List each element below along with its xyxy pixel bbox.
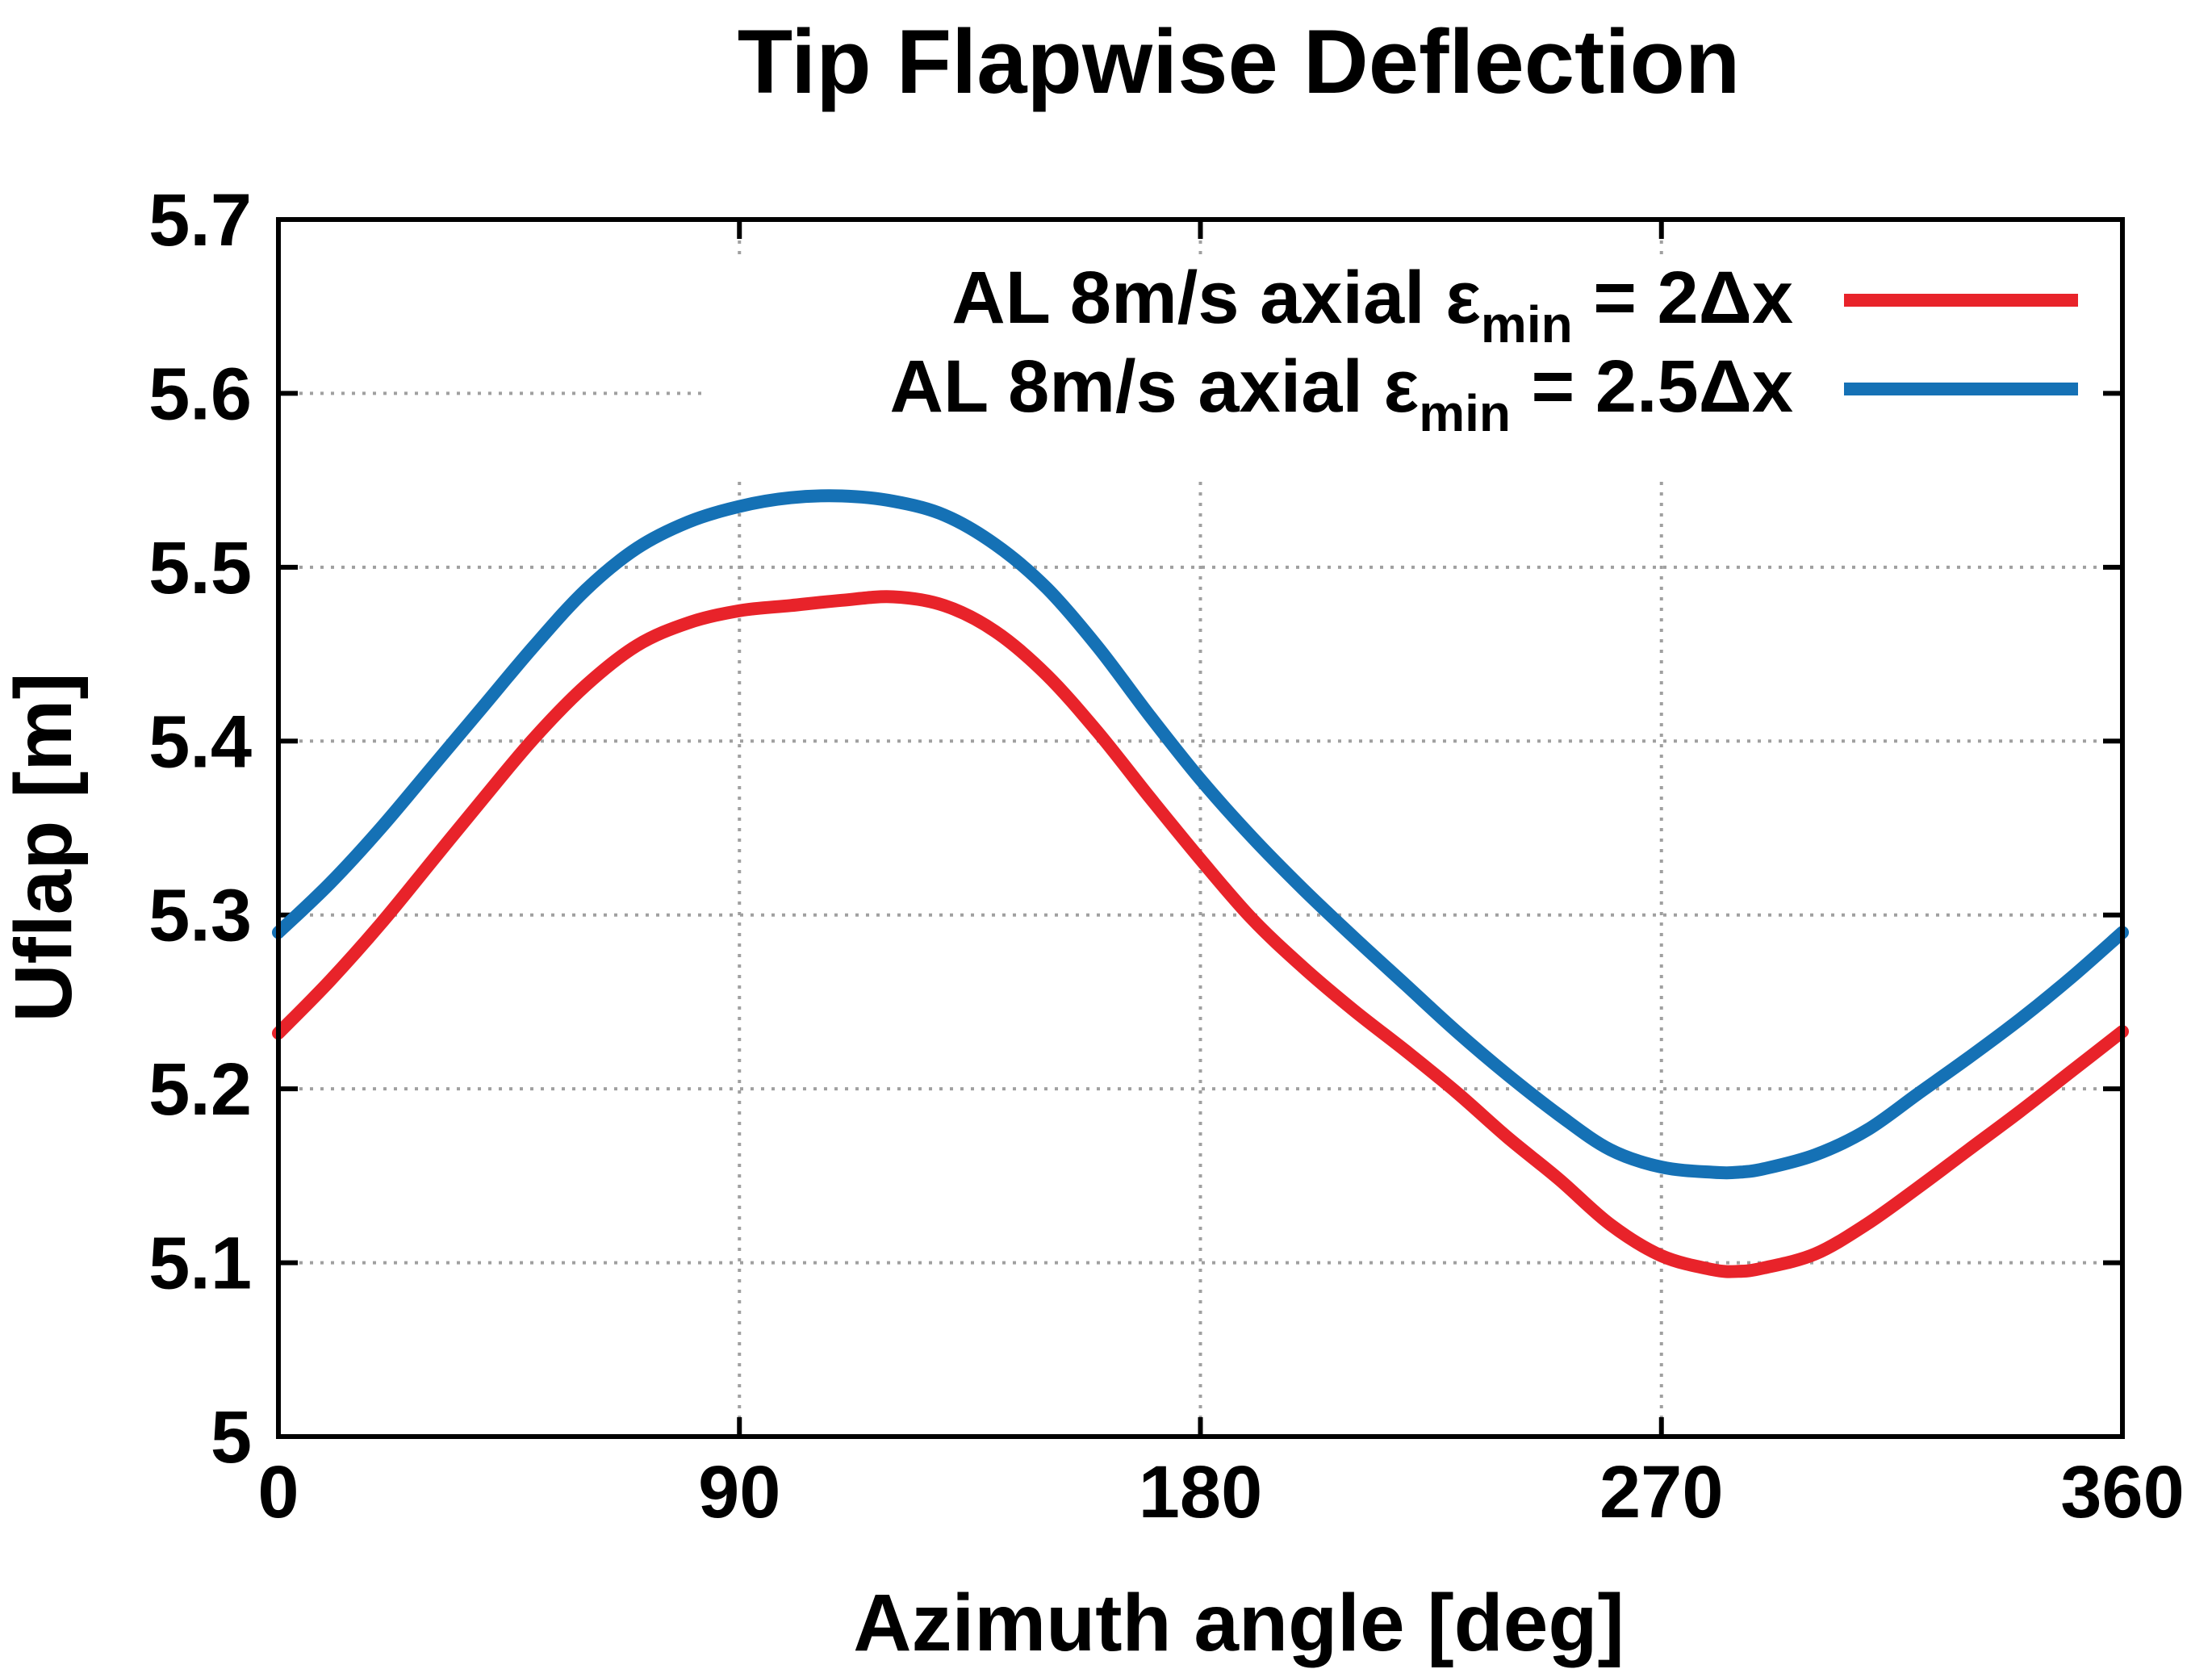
legend-label-2: AL 8m/s axial εmin = 2.5Δx bbox=[890, 345, 1793, 442]
y-tick-label: 5.7 bbox=[148, 179, 252, 261]
x-axis-label: Azimuth angle [deg] bbox=[853, 1578, 1625, 1668]
x-tick-label: 90 bbox=[698, 1451, 780, 1533]
x-tick-label: 0 bbox=[257, 1451, 299, 1533]
y-tick-label: 5.5 bbox=[148, 527, 252, 609]
y-tick-label: 5.3 bbox=[148, 875, 252, 957]
x-tick-label: 180 bbox=[1139, 1451, 1263, 1533]
legend-label-1: AL 8m/s axial εmin = 2Δx bbox=[951, 257, 1793, 353]
y-tick-label: 5 bbox=[211, 1396, 252, 1479]
x-tick-labels: 0 90 180 270 360 bbox=[257, 1451, 2184, 1533]
series-lines bbox=[272, 489, 2129, 1278]
series-line-1 bbox=[272, 590, 2129, 1278]
x-tick-label: 360 bbox=[2060, 1451, 2185, 1533]
y-tick-label: 5.1 bbox=[148, 1223, 252, 1305]
series-line-2 bbox=[272, 489, 2129, 1180]
y-tick-label: 5.2 bbox=[148, 1048, 252, 1131]
y-tick-labels: 5 5.1 5.2 5.3 5.4 5.5 5.6 5.7 bbox=[148, 179, 252, 1479]
chart-title: Tip Flapwise Deflection bbox=[738, 11, 1741, 112]
y-tick-label: 5.6 bbox=[148, 353, 252, 435]
y-tick-label: 5.4 bbox=[148, 701, 252, 783]
x-tick-label: 270 bbox=[1599, 1451, 1724, 1533]
y-axis-label: Uflap [m] bbox=[0, 672, 89, 1022]
plot-frame bbox=[276, 217, 2125, 1439]
